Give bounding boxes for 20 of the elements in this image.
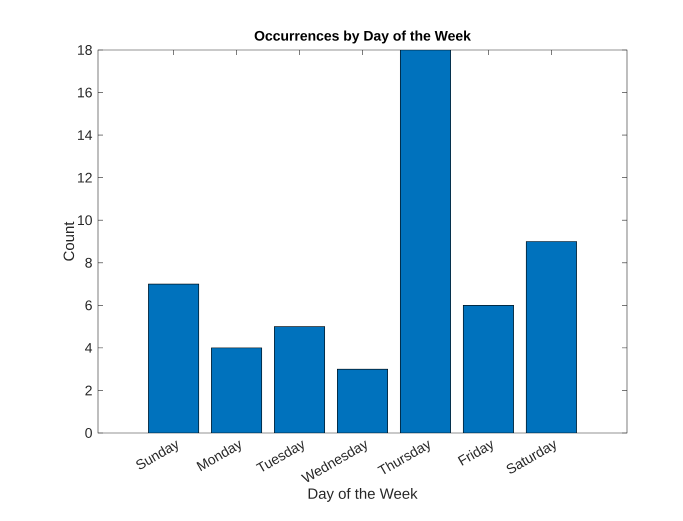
bar <box>400 50 451 433</box>
y-tick-label: 18 <box>78 45 92 55</box>
bar <box>337 368 388 433</box>
y-tick-label: 0 <box>85 428 92 438</box>
bar <box>148 284 200 433</box>
y-tick-label: 4 <box>85 343 92 353</box>
bar <box>211 348 262 433</box>
chart-title: Occurrences by Day of the Week <box>254 30 471 44</box>
y-tick-label: 12 <box>78 172 92 183</box>
x-axis-title: Day of the Week <box>308 488 418 502</box>
bar <box>526 241 577 433</box>
bar <box>274 326 326 433</box>
y-tick-label: 2 <box>85 386 92 396</box>
y-tick-label: 10 <box>78 215 92 226</box>
y-tick-label: 14 <box>78 130 92 140</box>
y-tick-label: 16 <box>78 88 92 98</box>
y-axis-title: Count <box>64 222 74 261</box>
bar <box>462 305 514 433</box>
y-tick-label: 6 <box>85 300 92 310</box>
y-tick-label: 8 <box>85 258 92 268</box>
